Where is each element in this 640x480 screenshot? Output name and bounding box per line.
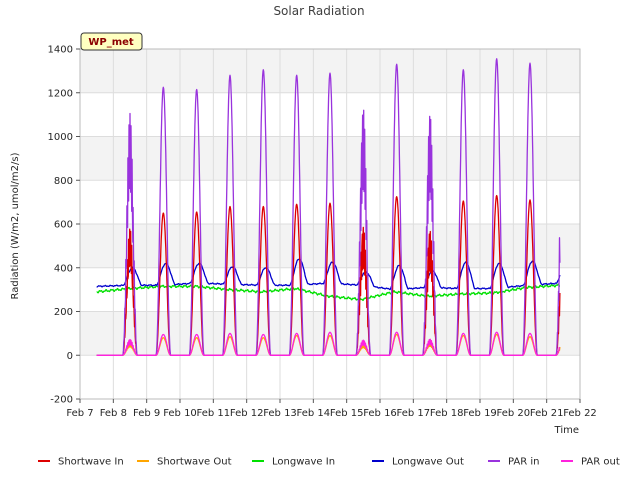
legend-label: PAR in	[508, 457, 539, 468]
legend-label: Shortwave In	[58, 457, 124, 468]
x-tick-label: Feb 11	[197, 408, 231, 419]
y-tick-label: 800	[54, 176, 73, 187]
x-tick-label: Feb 17	[397, 408, 431, 419]
x-axis-ticks: Feb 7 Feb 8 Feb 9 Feb 10 Feb 11 Feb 12 Feb 13 F…	[66, 399, 597, 419]
x-tick-label: Feb 18	[430, 408, 464, 419]
legend-label: PAR out	[581, 457, 620, 468]
x-tick-label: Feb 21	[530, 408, 564, 419]
y-tick-label: 1000	[48, 132, 73, 143]
legend: Shortwave In Shortwave Out Longwave In Long…	[38, 457, 620, 468]
x-tick-label: Feb 14	[297, 408, 331, 419]
x-tick-label: Feb 8	[100, 408, 127, 419]
station-tag: WP_met	[80, 32, 143, 51]
series-layer	[96, 58, 561, 356]
chart-title: Solar Radiation	[273, 4, 364, 18]
y-tick-label: 1400	[48, 45, 73, 56]
x-tick-label: Feb 13	[263, 408, 297, 419]
y-axis-title: Radiation (W/m2, umol/m2/s)	[10, 152, 21, 299]
station-tag-label: WP_met	[88, 37, 134, 48]
y-tick-label: 600	[54, 220, 73, 231]
y-tick-label: -200	[50, 395, 73, 406]
plot-band	[80, 224, 580, 268]
x-tick-label: Feb 12	[230, 408, 264, 419]
legend-label: Longwave In	[272, 457, 335, 468]
y-tick-label: 200	[54, 307, 73, 318]
x-axis-title: Time	[554, 425, 579, 436]
x-tick-label: Feb 20	[497, 408, 531, 419]
station-tag-box	[80, 32, 143, 51]
series-line-longwave-out	[96, 258, 561, 291]
y-tick-label: 0	[67, 351, 73, 362]
plot-band	[80, 49, 580, 93]
x-tick-label: Feb 22	[563, 408, 597, 419]
y-axis-ticks: -200 0 200 400 600 800 1000 1200 1400	[48, 45, 80, 406]
x-tick-label: Feb 19	[463, 408, 497, 419]
legend-label: Shortwave Out	[157, 457, 232, 468]
x-tick-label: Feb 15	[330, 408, 364, 419]
series-line-par-out	[96, 331, 561, 356]
series-line-longwave-in	[96, 283, 561, 302]
y-tick-label: 400	[54, 263, 73, 274]
x-tick-label: Feb 10	[163, 408, 197, 419]
y-tick-label: 1200	[48, 88, 73, 99]
plot-band	[80, 311, 580, 356]
legend-label: Longwave Out	[392, 457, 464, 468]
x-tick-label: Feb 9	[133, 408, 160, 419]
plot-band	[80, 136, 580, 181]
x-tick-label: Feb 16	[363, 408, 397, 419]
x-tick-label: Feb 7	[66, 408, 93, 419]
